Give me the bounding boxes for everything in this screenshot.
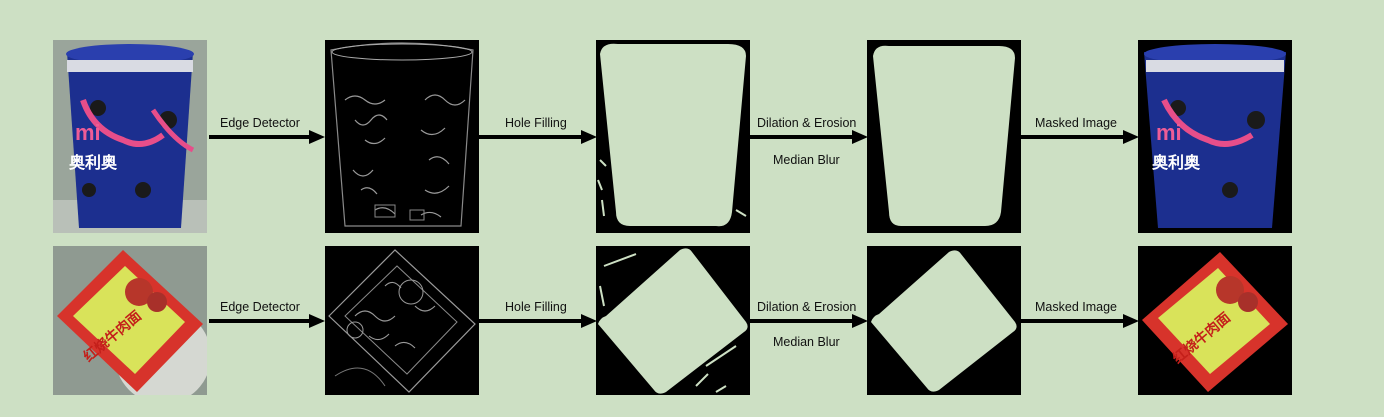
arrow-dilation-erosion-2 xyxy=(750,313,868,329)
original-image-noodle-bag: 红烧牛肉面 xyxy=(53,246,207,395)
arrow-dilation-erosion-1 xyxy=(750,129,868,145)
product-brand-text-1: mi xyxy=(75,120,101,145)
arrow-masked-image-2 xyxy=(1021,313,1139,329)
refined-mask-noodle-bag xyxy=(867,246,1021,395)
hole-filled-mask-noodle-bag xyxy=(596,246,750,395)
masked-image-noodle-bag: 红烧牛肉面 xyxy=(1138,246,1292,395)
label-edge-detector-1: Edge Detector xyxy=(220,116,300,130)
refined-mask-cup xyxy=(867,40,1021,233)
label-dilation-erosion-1: Dilation & Erosion xyxy=(757,116,857,130)
arrow-edge-detector-2 xyxy=(209,313,325,329)
label-dilation-erosion-2: Dilation & Erosion xyxy=(757,300,857,314)
edge-map-noodle-bag xyxy=(325,246,479,395)
masked-brand-text-1: mi xyxy=(1156,120,1182,145)
hole-filled-mask-cup xyxy=(596,40,750,233)
label-masked-image-1: Masked Image xyxy=(1035,116,1117,130)
masked-name-text-1: 奥利奥 xyxy=(1152,153,1201,172)
label-hole-filling-2: Hole Filling xyxy=(505,300,567,314)
label-hole-filling-1: Hole Filling xyxy=(505,116,567,130)
label-median-blur-1: Median Blur xyxy=(773,153,840,167)
edge-map-cup xyxy=(325,40,479,233)
label-masked-image-2: Masked Image xyxy=(1035,300,1117,314)
label-edge-detector-2: Edge Detector xyxy=(220,300,300,314)
arrow-hole-filling-1 xyxy=(479,129,597,145)
original-image-cup: mi 奥利奥 xyxy=(53,40,207,233)
arrow-edge-detector-1 xyxy=(209,129,325,145)
masked-image-cup: mi 奥利奥 xyxy=(1138,40,1292,233)
arrow-masked-image-1 xyxy=(1021,129,1139,145)
label-median-blur-2: Median Blur xyxy=(773,335,840,349)
product-name-text-1: 奥利奥 xyxy=(69,153,118,172)
arrow-hole-filling-2 xyxy=(479,313,597,329)
